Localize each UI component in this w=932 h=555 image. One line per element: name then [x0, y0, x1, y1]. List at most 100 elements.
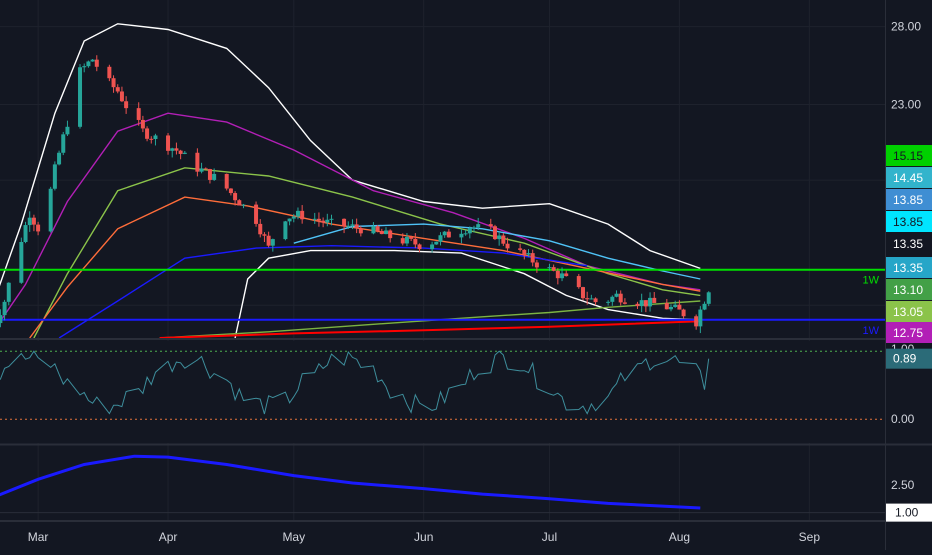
candle-body	[295, 210, 300, 217]
candle-body	[463, 233, 468, 235]
candle-body	[593, 298, 598, 303]
candle-body	[400, 238, 405, 244]
candle-body	[618, 293, 623, 303]
candle-body	[2, 301, 7, 316]
candle-body	[417, 244, 422, 250]
candle-body	[207, 169, 212, 180]
candle-body	[300, 210, 305, 220]
candle-body	[635, 303, 640, 307]
indicator-line	[33, 167, 701, 338]
candle-body	[505, 243, 510, 249]
candle-body	[107, 66, 112, 79]
price-tag-label: 13.10	[893, 283, 923, 297]
candle-body	[48, 188, 53, 232]
candle-body	[342, 218, 347, 227]
candle-body	[145, 128, 150, 139]
candle-body	[580, 287, 585, 299]
price-tag	[886, 257, 932, 278]
candle-body	[6, 282, 11, 302]
candle-body	[312, 218, 317, 220]
candle-body	[57, 152, 62, 165]
candle-body	[551, 267, 556, 271]
candle-body	[547, 267, 552, 269]
time-tick-label: Jun	[414, 530, 433, 544]
candle-body	[178, 150, 183, 154]
lower-tick-label: 2.50	[891, 478, 915, 492]
candle-body	[564, 273, 569, 277]
candle-body	[90, 59, 95, 62]
candle-body	[0, 315, 3, 324]
candle-body	[488, 224, 493, 227]
candle-body	[354, 224, 359, 229]
candle-body	[413, 238, 418, 245]
candle-body	[153, 135, 158, 140]
candle-body	[166, 135, 171, 151]
candle-body	[124, 101, 129, 109]
candle-body	[375, 226, 380, 231]
time-tick-label: Jul	[542, 530, 557, 544]
candle-body	[19, 242, 24, 283]
candle-body	[241, 204, 246, 206]
price-tick-label: 23.00	[891, 98, 921, 112]
indicator-value-tag	[886, 348, 932, 369]
candle-body	[706, 292, 711, 304]
candle-body	[467, 228, 472, 234]
candle-body	[702, 303, 707, 310]
candle-body	[78, 67, 83, 127]
candle-body	[589, 298, 594, 300]
candle-body	[409, 236, 414, 239]
candle-body	[316, 218, 321, 221]
time-axis: Mar Apr May Jun Jul Aug Sep	[28, 530, 821, 544]
candle-body	[371, 226, 376, 234]
lower-value-label: 1.00	[895, 506, 919, 520]
candle-body	[438, 235, 443, 242]
candle-body	[530, 253, 535, 263]
lower-series	[0, 454, 701, 510]
candle-body	[291, 216, 296, 219]
candle-body	[664, 302, 669, 310]
candle-body	[585, 298, 590, 300]
candle-body	[534, 262, 539, 268]
candle-body	[258, 223, 263, 235]
price-tag	[886, 145, 932, 166]
candle-body	[119, 91, 124, 102]
candle-body	[698, 309, 703, 327]
candle-body	[325, 219, 330, 223]
indicator-line	[0, 23, 701, 287]
time-tick-label: May	[282, 530, 305, 544]
price-pane: 1W 1W	[0, 23, 885, 338]
candle-body	[65, 126, 70, 135]
candle-body	[492, 226, 497, 240]
price-tag	[886, 279, 932, 300]
candle-body	[224, 173, 229, 189]
candle-body	[212, 173, 217, 180]
candle-body	[576, 276, 581, 288]
candle-body	[203, 168, 208, 170]
candle-body	[174, 148, 179, 151]
candle-body	[472, 227, 477, 229]
candle-body	[199, 168, 204, 172]
candle-body	[639, 300, 644, 307]
candle-body	[560, 273, 565, 279]
candle-body	[52, 164, 57, 189]
indicator-line	[159, 320, 701, 338]
candle-body	[36, 224, 41, 232]
candle-body	[233, 193, 238, 201]
price-tag-label: 15.15	[893, 149, 923, 163]
time-tick-label: Mar	[28, 530, 49, 544]
candle-body	[262, 234, 267, 236]
candle-body	[287, 218, 292, 222]
candle-body	[694, 316, 699, 327]
candle-body	[82, 66, 87, 68]
time-tick-label: Apr	[159, 530, 178, 544]
indicator-value-label: 0.89	[893, 352, 917, 366]
candle-body	[61, 134, 66, 153]
candle-body	[228, 188, 233, 194]
indicator-pane-bg	[0, 341, 885, 443]
candle-body	[350, 224, 355, 226]
candle-body	[497, 235, 502, 240]
candle-body	[254, 204, 259, 224]
candle-body	[518, 248, 523, 250]
